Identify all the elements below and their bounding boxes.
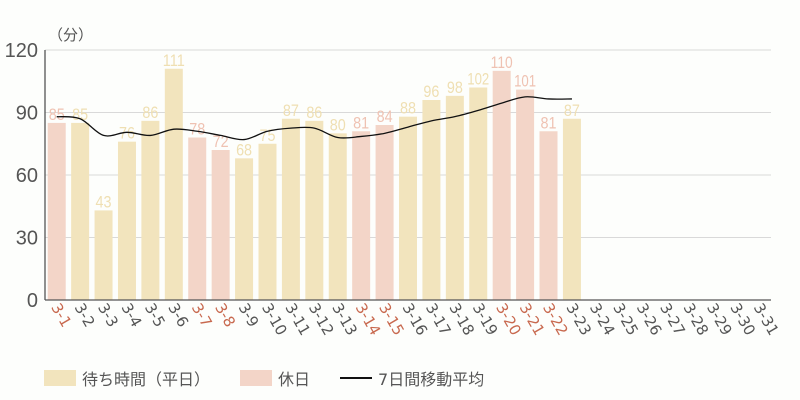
y-tick-label: 120 [5, 40, 38, 62]
bar-weekday [258, 143, 277, 300]
bar-value-label: 96 [423, 82, 439, 101]
bar-value-label: 75 [259, 126, 275, 145]
bar-value-label: 85 [72, 105, 88, 124]
legend-label-holiday: 休日 [278, 370, 311, 389]
bar-weekday [235, 158, 254, 300]
bar-weekday [94, 210, 113, 300]
bar-value-label: 76 [119, 124, 135, 143]
bar-holiday [47, 122, 66, 301]
bar-value-label: 86 [142, 103, 158, 122]
x-tick-label: 3-8 [211, 300, 239, 330]
bar-value-label: 43 [96, 192, 112, 211]
bar-value-label: 87 [564, 101, 580, 120]
bar-value-label: 88 [400, 99, 416, 118]
moving-average-line [56, 96, 572, 141]
legend-item-moving-average: 7日間移動平均 [340, 366, 484, 390]
bar-value-label: 86 [306, 103, 322, 122]
bar-weekday [281, 118, 300, 300]
x-tick-label: 3-6 [164, 300, 192, 330]
bar-holiday [492, 70, 511, 300]
bar-weekday [117, 141, 136, 300]
bar-weekday [562, 118, 581, 300]
x-tick-label: 3-7 [188, 300, 216, 330]
legend-item-holiday: 休日 [240, 366, 310, 390]
bar-holiday [516, 89, 535, 300]
bar-holiday [375, 125, 394, 300]
bar-value-label: 111 [163, 51, 185, 70]
legend-label-moving-average: 7日間移動平均 [378, 370, 485, 389]
bar-weekday [469, 87, 488, 300]
legend: 待ち時間（平日） 休日 7日間移動平均 [44, 366, 514, 390]
bar-value-label: 85 [49, 105, 65, 124]
bar-weekday [141, 120, 160, 300]
x-tick-label: 3-3 [94, 300, 122, 330]
bar-holiday [352, 131, 371, 300]
legend-line-moving-average [340, 377, 373, 379]
y-tick-label: 90 [16, 103, 38, 125]
x-tick-label: 3-1 [47, 300, 75, 330]
y-tick-label: 30 [16, 228, 38, 250]
bar-value-label: 87 [283, 101, 299, 120]
bar-value-label: 80 [330, 115, 346, 134]
bar-holiday [211, 150, 230, 300]
bar-weekday [305, 120, 324, 300]
x-tick-label: 3-5 [141, 300, 169, 330]
legend-swatch-weekday [44, 370, 76, 386]
x-tick-label: 3-2 [71, 300, 99, 330]
bar-value-label: 84 [377, 107, 393, 126]
bar-value-label: 81 [353, 113, 369, 132]
bar-weekday [164, 68, 183, 300]
bar-value-label: 101 [514, 72, 536, 91]
legend-label-weekday: 待ち時間（平日） [82, 370, 211, 389]
bar-value-label: 81 [541, 113, 557, 132]
bar-weekday [422, 100, 441, 300]
y-tick-label: 60 [16, 165, 38, 187]
bar-value-label: 102 [467, 70, 489, 89]
bar-weekday [399, 116, 417, 301]
y-tick-label: 0 [27, 290, 38, 312]
bar-weekday [328, 133, 347, 300]
x-tick-label: 3-31 [750, 300, 783, 338]
bar-holiday [188, 137, 207, 300]
legend-item-weekday: 待ち時間（平日） [44, 366, 210, 390]
bar-value-label: 78 [189, 120, 205, 139]
legend-swatch-holiday [240, 370, 273, 386]
bar-value-label: 110 [491, 53, 513, 72]
x-tick-label: 3-4 [118, 300, 146, 330]
bar-weekday [445, 95, 464, 300]
x-tick-label: 3-9 [235, 300, 263, 330]
bar-weekday [71, 122, 90, 301]
bar-value-label: 98 [447, 78, 463, 97]
y-unit-label: （分） [48, 26, 93, 44]
bar-value-label: 68 [236, 140, 252, 159]
bar-holiday [539, 131, 558, 300]
